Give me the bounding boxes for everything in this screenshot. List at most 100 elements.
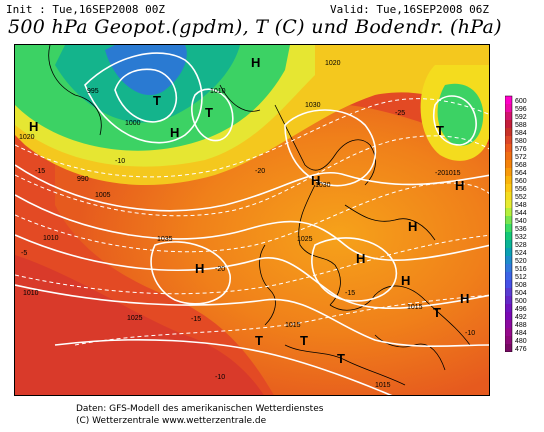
isobar-label: 990 [77, 176, 89, 183]
legend-value: 588 [515, 122, 527, 129]
legend-swatch [505, 296, 512, 304]
legend-value: 484 [515, 330, 527, 337]
legend-value: 556 [515, 186, 527, 193]
legend-swatch [505, 344, 512, 352]
legend-value: 496 [515, 306, 527, 313]
legend-swatch [505, 256, 512, 264]
legend-swatch [505, 232, 512, 240]
isobar-label: 1015 [407, 304, 423, 311]
legend-swatch [505, 112, 512, 120]
isotherm-label: -10 [465, 330, 475, 337]
pressure-centers: H T T H H H T H H H H H H T T T T [29, 55, 469, 366]
legend-swatch [505, 240, 512, 248]
isobar-label: 1030 [315, 182, 331, 189]
high-marker: H [311, 173, 320, 188]
legend-swatch [505, 224, 512, 232]
legend-swatch [505, 144, 512, 152]
low-marker: T [255, 333, 263, 348]
isobar-label: 1025 [297, 236, 313, 243]
legend-swatch [505, 216, 512, 224]
legend-value: 584 [515, 130, 527, 137]
high-marker: H [170, 125, 179, 140]
isotherm-label: -15 [345, 290, 355, 297]
isotherm-label: -15 [191, 316, 201, 323]
isobars [15, 52, 489, 395]
legend-value: 524 [515, 250, 527, 257]
isobar-label: 1005 [95, 192, 111, 199]
data-source: Daten: GFS-Modell des amerikanischen Wet… [76, 404, 324, 414]
weather-map: H T T H H H T H H H H H H T T T T 1020 1… [14, 44, 490, 396]
isobar-label: 1030 [305, 102, 321, 109]
low-marker: T [436, 123, 444, 138]
copyright: (C) Wetterzentrale www.wetterzentrale.de [76, 416, 267, 426]
legend-swatch [505, 136, 512, 144]
isobar-label: 1015 [285, 322, 301, 329]
legend-value: 576 [515, 146, 527, 153]
high-marker: H [455, 178, 464, 193]
low-marker: T [433, 305, 441, 320]
isotherm-label: -15 [35, 168, 45, 175]
high-marker: H [401, 273, 410, 288]
high-marker: H [251, 55, 260, 70]
high-marker: H [460, 291, 469, 306]
isobar-label: 1020 [19, 134, 35, 141]
legend-value: 552 [515, 194, 527, 201]
legend-swatch [505, 184, 512, 192]
legend-swatch [505, 104, 512, 112]
legend-swatch [505, 264, 512, 272]
isobar-label: 1020 [325, 60, 341, 67]
legend-swatch [505, 320, 512, 328]
legend-value: 540 [515, 218, 527, 225]
legend-swatch [505, 304, 512, 312]
isotherm-label: -10 [115, 158, 125, 165]
low-marker: T [337, 351, 345, 366]
valid-time: Valid: Tue,16SEP2008 06Z [330, 3, 489, 16]
isobar-label: 1010 [23, 290, 39, 297]
isobar-labels: 1020 1010 1000 995 990 1005 1010 1035 10… [19, 60, 461, 389]
high-marker: H [29, 119, 38, 134]
isotherm-label: -20 [215, 266, 225, 273]
legend-value: 572 [515, 154, 527, 161]
map-canvas: H T T H H H T H H H H H H T T T T 1020 1… [15, 45, 489, 395]
isobar-label: 1000 [125, 120, 141, 127]
legend-value: 500 [515, 298, 527, 305]
legend-swatch [505, 152, 512, 160]
isotherm-label: -25 [395, 110, 405, 117]
legend-value: 504 [515, 290, 527, 297]
legend-value: 516 [515, 266, 527, 273]
isotherm-label: -5 [21, 250, 27, 257]
legend-swatch [505, 96, 512, 104]
legend-value: 596 [515, 106, 527, 113]
high-marker: H [408, 219, 417, 234]
isobar-label: 1010 [210, 88, 226, 95]
legend-swatch [505, 336, 512, 344]
isobar-label: 1010 [43, 235, 59, 242]
legend-value: 508 [515, 282, 527, 289]
legend-value: 564 [515, 170, 527, 177]
legend-frame [505, 95, 513, 352]
legend-swatch [505, 272, 512, 280]
legend-value: 592 [515, 114, 527, 121]
legend-value: 528 [515, 242, 527, 249]
legend-value: 536 [515, 226, 527, 233]
legend-value: 480 [515, 338, 527, 345]
isotherm-label: -20 [435, 170, 445, 177]
legend-swatch [505, 128, 512, 136]
legend-swatch [505, 200, 512, 208]
legend-value: 492 [515, 314, 527, 321]
isotherms [15, 98, 489, 346]
legend-value: 520 [515, 258, 527, 265]
legend-swatch [505, 288, 512, 296]
low-marker: T [300, 333, 308, 348]
legend-swatch [505, 168, 512, 176]
isobar-label: 1015 [445, 170, 461, 177]
isotherm-labels: -15 -10 -20 -25 -20 -5 -20 -15 -15 -10 -… [21, 110, 475, 381]
map-title: 500 hPa Geopot.(gpdm), T (C) und Bodendr… [8, 16, 502, 38]
high-marker: H [195, 261, 204, 276]
low-marker: T [153, 93, 161, 108]
isotherm-label: -20 [255, 168, 265, 175]
high-marker: H [356, 251, 365, 266]
legend-swatch [505, 208, 512, 216]
low-marker: T [205, 105, 213, 120]
isobar-label: 1025 [127, 315, 143, 322]
